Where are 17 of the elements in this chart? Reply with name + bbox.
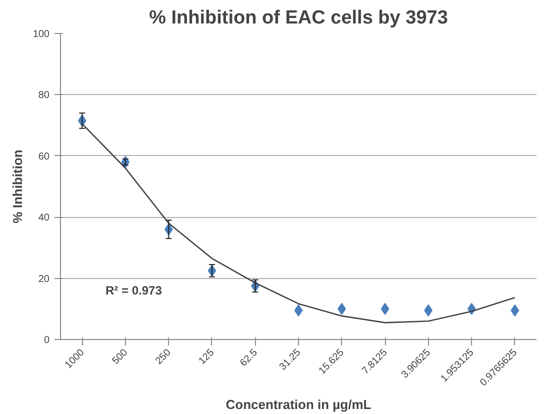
x-tick-label: 125: [196, 347, 217, 367]
annotation: R² = 0.973: [106, 284, 162, 298]
y-tick-label: 100: [32, 29, 50, 40]
x-axis-title: Concentration in µg/mL: [226, 396, 372, 412]
point: [380, 302, 390, 315]
y-tick-label: 20: [38, 274, 50, 285]
y-tick-label: 60: [38, 151, 50, 162]
chart-title: % Inhibition of EAC cells by 3973: [149, 8, 448, 28]
x-tick-label: 250: [154, 347, 174, 367]
y-tick-label: 80: [38, 90, 50, 102]
y-tick-label: 0: [44, 335, 50, 346]
y-axis-title: % Inhibition: [10, 150, 25, 224]
point: [294, 304, 303, 316]
y-tick-label: 40: [38, 212, 50, 224]
point: [510, 304, 520, 316]
x-tick-label: 62.5: [238, 347, 260, 369]
x-tick-label: 500: [110, 347, 130, 367]
